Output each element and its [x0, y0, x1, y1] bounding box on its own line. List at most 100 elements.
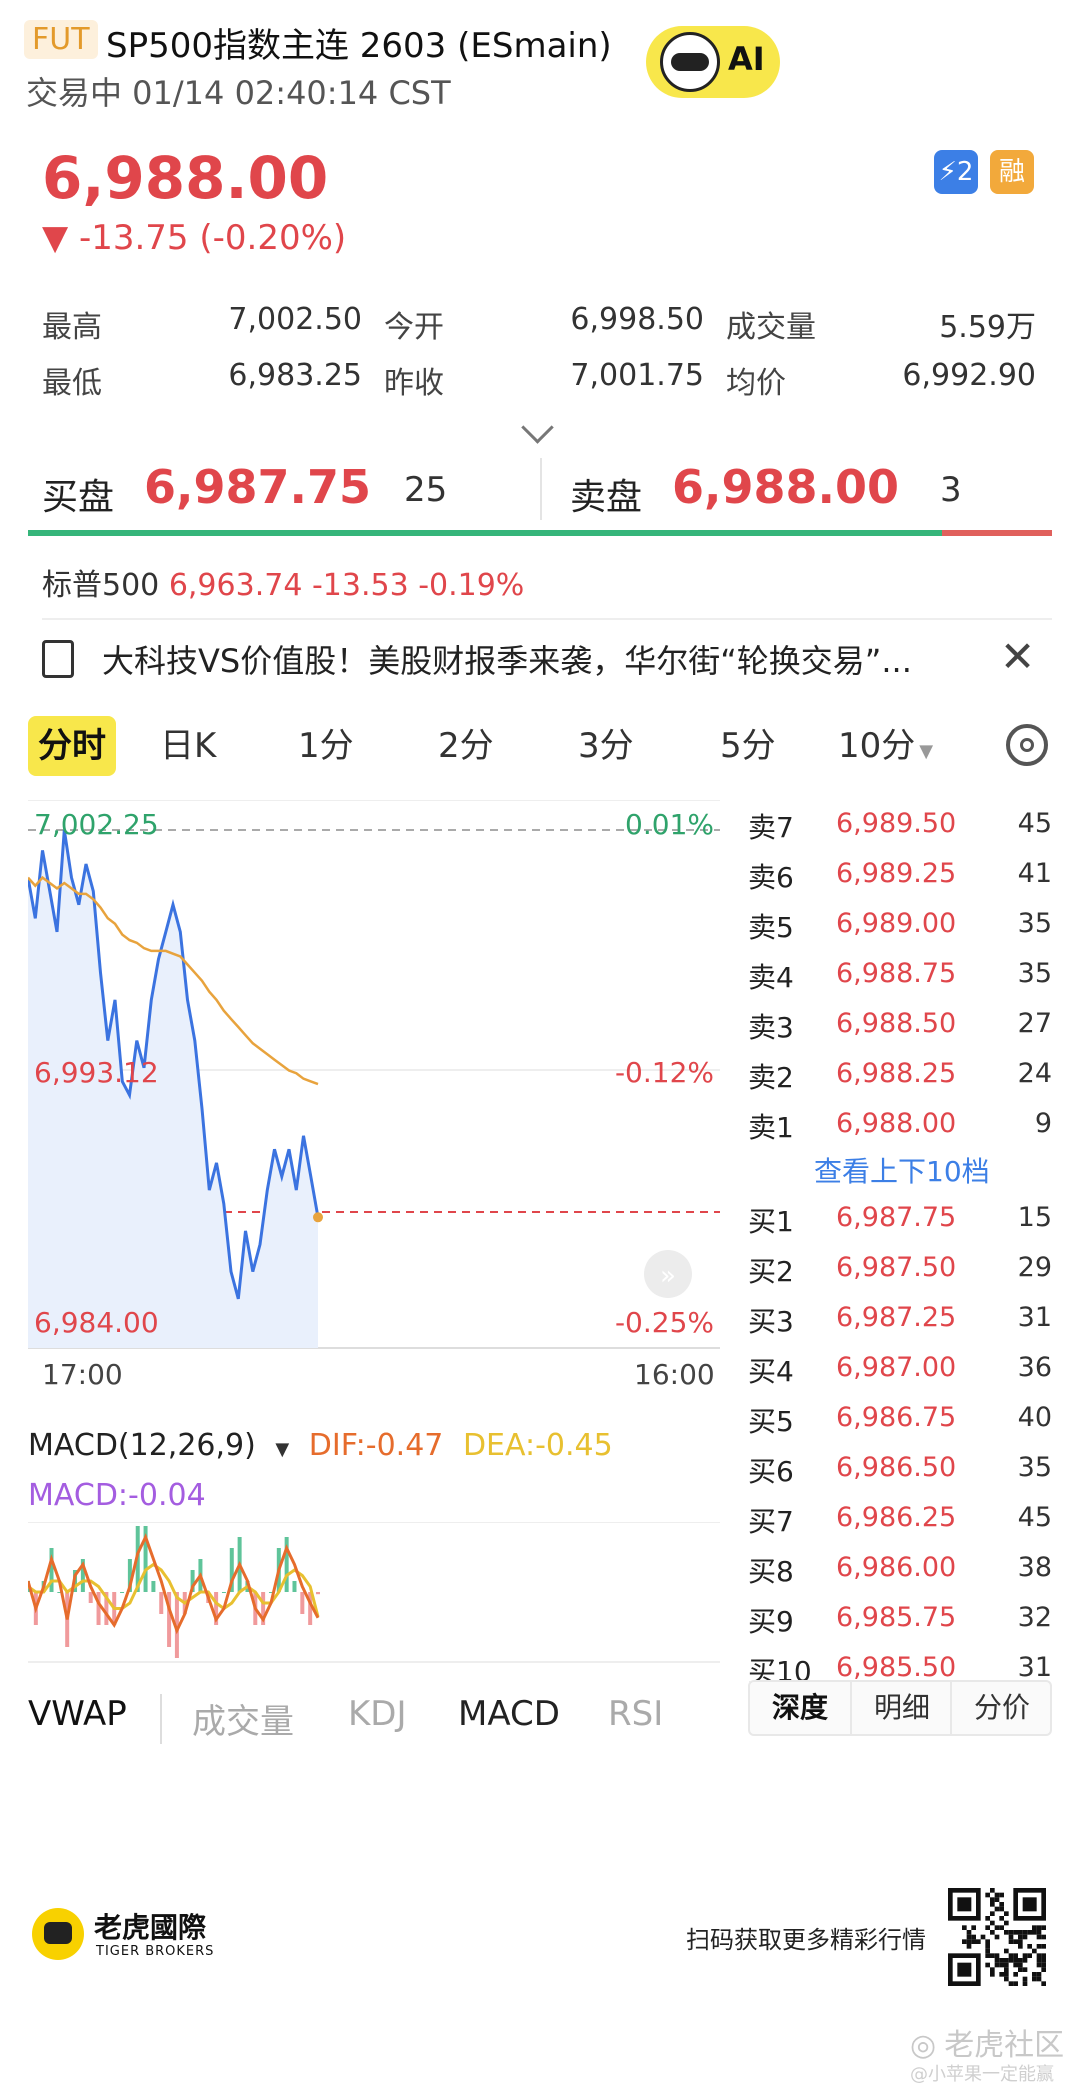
divider	[42, 618, 1052, 620]
macd-histogram-bar	[104, 1592, 109, 1625]
last-price-dot	[313, 1212, 323, 1223]
futures-badge: FUT	[24, 20, 98, 59]
bid-level-qty: 38	[1017, 1552, 1052, 1583]
tab-5min[interactable]: 5分	[720, 726, 776, 766]
watermark-user: @小苹果一定能赢	[910, 2064, 1054, 2085]
macd-histogram-bar	[229, 1548, 234, 1592]
macd-histogram-bar	[190, 1570, 195, 1592]
tab-daily[interactable]: 日K	[160, 726, 217, 766]
y-label-mid: 6,993.12	[34, 1056, 159, 1089]
dif-line	[28, 1533, 320, 1635]
tab-rsi[interactable]: RSI	[608, 1694, 664, 1734]
chevron-down-icon[interactable]	[521, 411, 554, 444]
bid-level-qty: 15	[1017, 1202, 1052, 1233]
bid-level-row: 买10 6,985.50 31	[744, 1644, 1054, 1694]
bidask-divider	[540, 458, 542, 520]
macd-histogram-bar	[127, 1559, 132, 1592]
level2-icon[interactable]: ⚡2	[934, 150, 978, 194]
macd-histogram-bar	[292, 1581, 297, 1592]
bid-level-qty: 45	[1017, 1502, 1052, 1533]
news-headline[interactable]: 大科技VS价值股！美股财报季来袭，华尔街“轮换交易”...	[102, 642, 912, 680]
bid-level-row: 买2 6,987.50 29	[744, 1244, 1054, 1294]
ask-level-qty: 9	[1034, 1108, 1052, 1139]
chart-settings-icon[interactable]	[1006, 724, 1048, 766]
macd-histogram-bar	[316, 1592, 320, 1595]
ask-level-label: 卖3	[748, 1011, 794, 1044]
ask-level-row: 卖1 6,988.00 9	[744, 1100, 1054, 1150]
stat-prevclose-value: 7,001.75	[570, 358, 704, 393]
bid-level-price: 6,985.75	[836, 1602, 957, 1633]
brand-name-en: TIGER BROKERS	[96, 1944, 215, 1959]
ask-level-price: 6,988.00	[836, 1108, 957, 1139]
macd-dea: DEA:-0.45	[462, 1428, 613, 1463]
ask-level-label: 卖2	[748, 1061, 794, 1094]
bid-level-price: 6,987.25	[836, 1302, 957, 1333]
macd-header[interactable]: MACD(12,26,9) ▼ DIF:-0.47 DEA:-0.45	[28, 1428, 613, 1463]
ai-assistant-button[interactable]: AI	[646, 26, 780, 98]
close-icon[interactable]: ✕	[1000, 632, 1036, 681]
tab-intraday[interactable]: 分时	[28, 716, 116, 776]
divider	[160, 1694, 162, 1744]
ask-level-label: 卖5	[748, 911, 794, 944]
tab-depth[interactable]: 深度	[771, 1691, 828, 1724]
macd-dif: DIF:-0.47	[308, 1428, 444, 1463]
bid-strength-bar	[28, 530, 942, 536]
bid-level-price: 6,986.00	[836, 1552, 957, 1583]
stat-high-value: 7,002.50	[228, 302, 362, 337]
x-label-start: 17:00	[42, 1358, 123, 1391]
ask-strength-bar	[942, 530, 1052, 536]
view-more-link[interactable]: 查看上下10档	[814, 1155, 990, 1188]
macd-histogram-bar	[284, 1537, 289, 1592]
stat-low-label: 最低	[42, 366, 102, 401]
margin-icon[interactable]: 融	[990, 150, 1034, 194]
index-name: 标普500	[42, 568, 160, 603]
price-line	[28, 829, 320, 1300]
bid-level-row: 买5 6,986.75 40	[744, 1394, 1054, 1444]
stat-avg-label: 均价	[726, 366, 786, 401]
ai-label: AI	[728, 40, 765, 78]
trading-status: 交易中 01/14 02:40:14 CST	[26, 74, 451, 112]
ask-level-price: 6,988.25	[836, 1058, 957, 1089]
tab-10min[interactable]: 10分 ▼	[838, 716, 933, 776]
tab-1min[interactable]: 1分	[298, 726, 354, 766]
related-index[interactable]: 标普500 6,963.74 -13.53 -0.19%	[42, 560, 524, 604]
macd-histogram-bar	[167, 1592, 172, 1647]
tab-trades[interactable]: 明细	[850, 1682, 952, 1734]
scroll-right-icon[interactable]: »	[644, 1250, 692, 1298]
tab-macd[interactable]: MACD	[458, 1694, 560, 1734]
tab-kdj[interactable]: KDJ	[348, 1694, 407, 1734]
macd-chart	[28, 1522, 720, 1663]
bid-level-row: 买7 6,986.25 45	[744, 1494, 1054, 1544]
bid-level-row: 买8 6,986.00 38	[744, 1544, 1054, 1594]
bid-label: 买盘	[42, 477, 115, 518]
macd-histogram-bar	[174, 1592, 179, 1658]
ask-level-qty: 35	[1017, 908, 1052, 939]
view-more-levels[interactable]: 查看上下10档	[744, 1150, 1054, 1200]
instrument-title: SP500指数主连 2603 (ESmain)	[106, 26, 612, 66]
news-banner[interactable]: 大科技VS价值股！美股财报季来袭，华尔街“轮换交易”... ✕	[42, 632, 1052, 686]
ask-level-row: 卖5 6,989.00 35	[744, 900, 1054, 950]
ask-level-price: 6,988.75	[836, 958, 957, 989]
y-label-bottom: 6,984.00	[34, 1306, 159, 1339]
tab-3min[interactable]: 3分	[578, 726, 634, 766]
ask-level-qty: 24	[1017, 1058, 1052, 1089]
orderbook-tabs: 深度 明细 分价	[748, 1680, 1052, 1736]
macd-histogram-bar	[261, 1592, 266, 1625]
ask-level-price: 6,989.00	[836, 908, 957, 939]
ask-price: 6,988.00	[672, 460, 899, 514]
ask-label: 卖盘	[570, 477, 643, 518]
stat-open-label: 今开	[384, 310, 444, 345]
bid-level-price: 6,987.00	[836, 1352, 957, 1383]
tab-price-volume[interactable]: 分价	[950, 1682, 1052, 1734]
intraday-chart[interactable]: 7,002.25 0.01% 6,993.12 -0.12% 6,984.00 …	[28, 800, 720, 1352]
tab-volume[interactable]: 成交量	[192, 1702, 294, 1742]
bid-level-qty: 40	[1017, 1402, 1052, 1433]
tab-2min[interactable]: 2分	[438, 726, 494, 766]
tab-vwap[interactable]: VWAP	[28, 1694, 127, 1734]
dropdown-icon: ▼	[919, 741, 934, 762]
bid-level-qty: 32	[1017, 1602, 1052, 1633]
bid-level-price: 6,987.50	[836, 1252, 957, 1283]
macd-value: MACD:-0.04	[28, 1478, 206, 1513]
ask-level-price: 6,988.50	[836, 1008, 957, 1039]
watermark-text: 老虎社区	[944, 2028, 1065, 2063]
